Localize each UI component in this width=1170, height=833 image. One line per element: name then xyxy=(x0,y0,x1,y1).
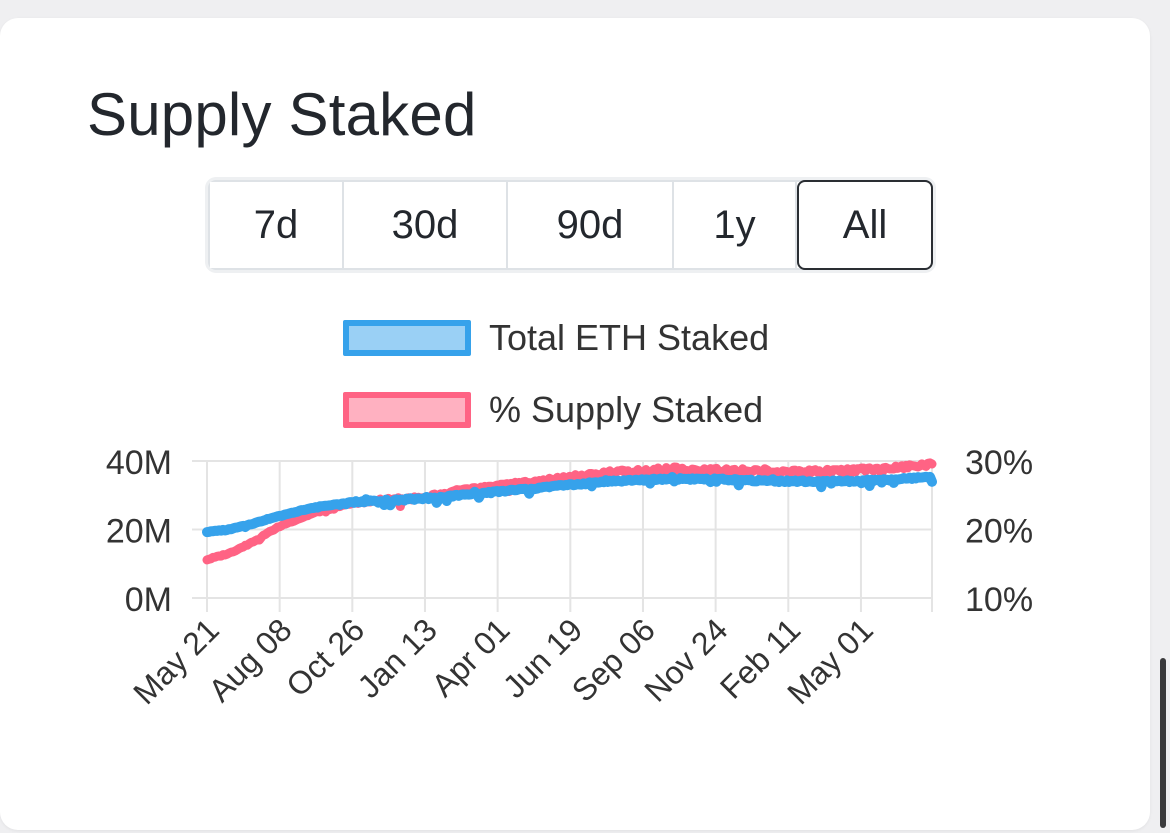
range-button-7d[interactable]: 7d xyxy=(210,182,344,268)
range-button-90d[interactable]: 90d xyxy=(508,182,674,268)
legend-label: % Supply Staked xyxy=(489,389,764,430)
legend-label: Total ETH Staked xyxy=(489,317,770,358)
x-tick-label: Nov 24 xyxy=(637,611,734,708)
supply-staked-card xyxy=(0,18,1150,830)
range-selector: 7d 30d 90d 1y All xyxy=(208,180,933,270)
legend-item-supply-staked[interactable]: % Supply Staked xyxy=(343,389,763,431)
x-tick-label: Aug 08 xyxy=(201,611,298,708)
x-tick-label: May 21 xyxy=(126,611,226,711)
y-left-tick-label: 40M xyxy=(106,444,172,482)
card-title: Supply Staked xyxy=(87,81,477,148)
y-right-tick-label: 10% xyxy=(965,581,1033,619)
legend-swatch-pink xyxy=(343,392,471,428)
legend-item-total-eth-staked[interactable]: Total ETH Staked xyxy=(343,317,769,359)
x-tick-label: Jan 13 xyxy=(351,611,444,704)
y-left-tick-label: 20M xyxy=(106,513,172,551)
series-line xyxy=(202,471,937,538)
scrollbar[interactable] xyxy=(1160,658,1166,828)
y-right-tick-label: 20% xyxy=(965,513,1033,551)
x-tick-label: Oct 26 xyxy=(279,611,371,703)
y-right-tick-label: 30% xyxy=(965,444,1033,482)
range-button-all[interactable]: All xyxy=(797,180,933,270)
range-button-1y[interactable]: 1y xyxy=(674,182,797,268)
y-left-tick-label: 0M xyxy=(125,581,172,619)
legend-swatch-blue xyxy=(343,320,471,356)
range-button-30d[interactable]: 30d xyxy=(344,182,508,268)
x-tick-label: Apr 01 xyxy=(424,611,516,703)
